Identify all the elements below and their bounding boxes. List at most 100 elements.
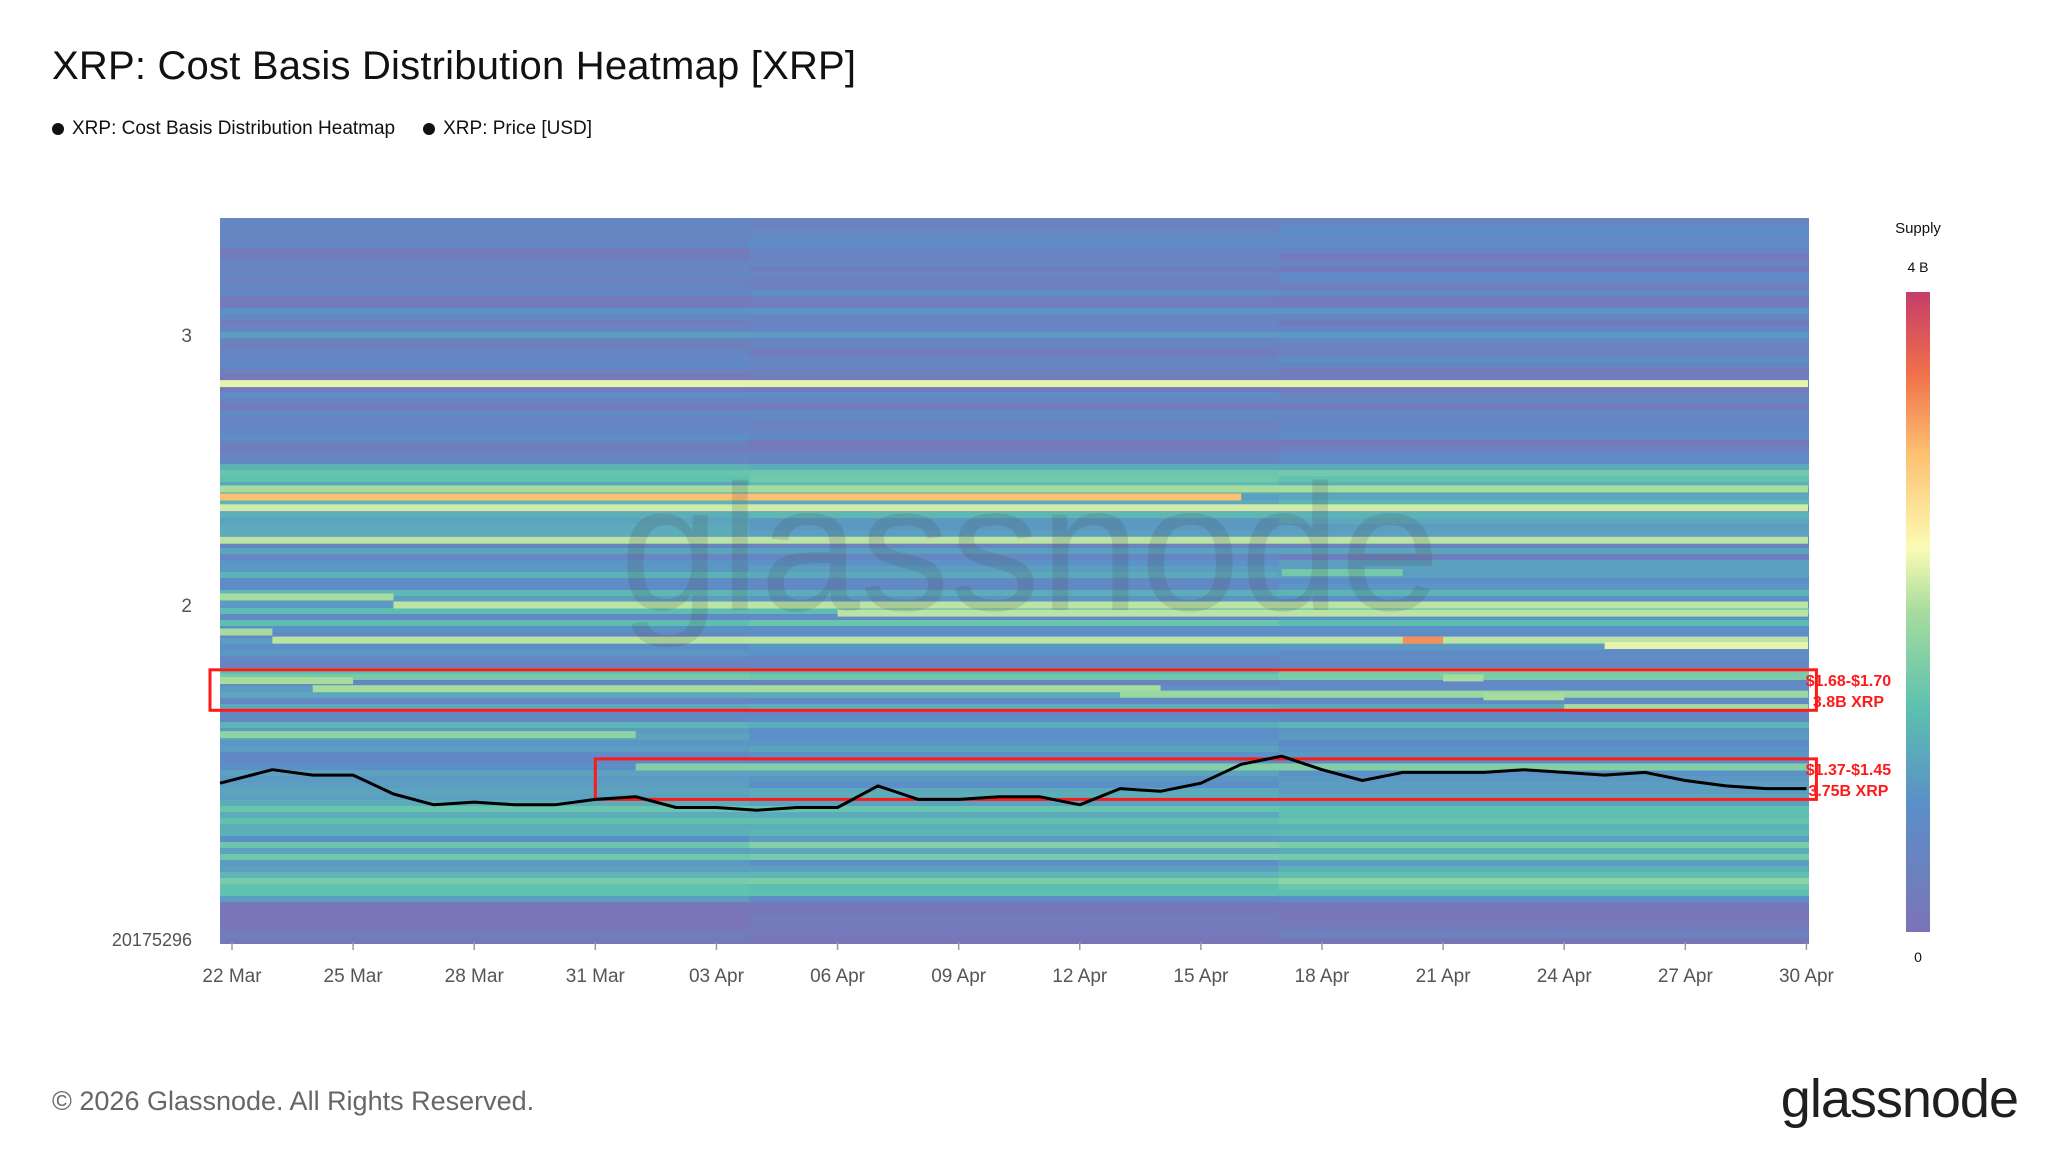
heatmap-cell bbox=[1278, 860, 1809, 866]
heatmap-cell bbox=[1278, 368, 1809, 374]
heatmap-cell bbox=[220, 530, 751, 536]
annotation-box bbox=[593, 757, 1818, 801]
heatmap-cell bbox=[220, 716, 751, 722]
heatmap-cell bbox=[749, 560, 1280, 566]
legend-item-price[interactable]: XRP: Price [USD] bbox=[423, 118, 592, 140]
heatmap-cell bbox=[749, 722, 1280, 728]
heatmap-cell bbox=[220, 572, 751, 578]
heatmap-cell bbox=[220, 314, 751, 320]
heatmap-cell bbox=[220, 920, 751, 926]
legend-item-heatmap[interactable]: XRP: Cost Basis Distribution Heatmap bbox=[52, 118, 395, 140]
x-axis: 22 Mar 25 Mar 28 Mar 31 Mar 03 Apr 06 Apr 09 A… bbox=[202, 942, 1835, 987]
heatmap-cell bbox=[1278, 842, 1809, 848]
heatmap-cell bbox=[749, 584, 1280, 590]
heatmap-cell bbox=[1278, 218, 1809, 224]
heatmap-cell bbox=[220, 554, 751, 560]
heatmap-cell bbox=[220, 368, 751, 374]
heatmap-cell bbox=[1278, 770, 1809, 776]
heatmap-cell bbox=[749, 476, 1280, 482]
heatmap-cell bbox=[749, 626, 1280, 632]
heatmap-cell bbox=[749, 650, 1280, 656]
heatmap-band bbox=[1402, 636, 1444, 644]
heatmap-cell bbox=[1278, 266, 1809, 272]
heatmap-cell bbox=[220, 230, 751, 236]
heatmap-cell bbox=[749, 680, 1280, 686]
heatmap-cell bbox=[220, 728, 751, 734]
heatmap-cell bbox=[1278, 584, 1809, 590]
heatmap-cell bbox=[220, 356, 751, 362]
heatmap-cell bbox=[1278, 410, 1809, 416]
heatmap-cell bbox=[749, 884, 1280, 890]
heatmap-cell bbox=[749, 914, 1280, 920]
y-tick-label: 2 bbox=[181, 596, 192, 617]
heatmap-cell bbox=[749, 482, 1280, 488]
heatmap-cell bbox=[1278, 350, 1809, 356]
heatmap-cell bbox=[1278, 596, 1809, 602]
heatmap-cell bbox=[220, 338, 751, 344]
heatmap-cell bbox=[1278, 302, 1809, 308]
heatmap-cell bbox=[220, 470, 751, 476]
heatmap-cell bbox=[220, 824, 751, 830]
heatmap-cell bbox=[749, 908, 1280, 914]
heatmap-band bbox=[1281, 569, 1403, 577]
glassnode-logo[interactable]: glassnode bbox=[1780, 1069, 2019, 1129]
heatmap-cell bbox=[1278, 674, 1809, 680]
heatmap-cell bbox=[749, 572, 1280, 578]
legend-label-price: XRP: Price [USD] bbox=[443, 118, 592, 139]
colorbar-gradient bbox=[1906, 292, 1930, 932]
heatmap-cell bbox=[1278, 920, 1809, 926]
heatmap-cell bbox=[1278, 650, 1809, 656]
heatmap-cell bbox=[1278, 938, 1809, 944]
heatmap-cell bbox=[220, 422, 751, 428]
heatmap-cell bbox=[1278, 404, 1809, 410]
heatmap-cell bbox=[749, 614, 1280, 620]
heatmap-cell bbox=[220, 632, 751, 638]
colorbar: Supply 4 B 0 bbox=[1895, 220, 1941, 965]
heatmap-cell bbox=[749, 782, 1280, 788]
heatmap-cell bbox=[1278, 332, 1809, 338]
heatmap-cell bbox=[220, 782, 751, 788]
heatmap-cell bbox=[1278, 446, 1809, 452]
heatmap-cell bbox=[1278, 776, 1809, 782]
heatmap-band bbox=[220, 380, 1808, 388]
heatmap-cell bbox=[749, 524, 1280, 530]
heatmap-band bbox=[220, 493, 1242, 501]
heatmap-cell bbox=[749, 590, 1280, 596]
heatmap-cell bbox=[749, 566, 1280, 572]
heatmap-cell bbox=[220, 662, 751, 668]
heatmap-cell bbox=[749, 632, 1280, 638]
heatmap-band bbox=[220, 731, 636, 739]
heatmap-cell bbox=[220, 788, 751, 794]
heatmap-cell bbox=[749, 830, 1280, 836]
heatmap-cell bbox=[1278, 554, 1809, 560]
heatmap-cell bbox=[1278, 644, 1809, 650]
heatmap-cell bbox=[220, 374, 751, 380]
heatmap-cell bbox=[220, 440, 751, 446]
heatmap-cell bbox=[749, 542, 1280, 548]
heatmap-cell bbox=[220, 890, 751, 896]
heatmap-band bbox=[1564, 704, 1808, 712]
x-tick-label: 28 Mar bbox=[445, 966, 505, 987]
heatmap-band bbox=[837, 609, 1808, 617]
heatmap-cell bbox=[220, 626, 751, 632]
legend-dot-icon bbox=[52, 123, 64, 135]
heatmap-cell bbox=[220, 896, 751, 902]
heatmap-band bbox=[220, 593, 394, 601]
heatmap-cell bbox=[220, 914, 751, 920]
heatmap-cell bbox=[749, 296, 1280, 302]
price-line bbox=[219, 754, 1807, 812]
x-tick-label: 24 Apr bbox=[1537, 966, 1593, 987]
heatmap-cell bbox=[220, 878, 751, 884]
heatmap-cell bbox=[1278, 932, 1809, 938]
heatmap-cell bbox=[220, 590, 751, 596]
heatmap-cell bbox=[220, 284, 751, 290]
heatmap-cell bbox=[749, 698, 1280, 704]
heatmap-cell bbox=[1278, 548, 1809, 554]
heatmap-cell bbox=[1278, 722, 1809, 728]
heatmap-cell bbox=[749, 824, 1280, 830]
heatmap-cell bbox=[749, 428, 1280, 434]
heatmap-cell bbox=[1278, 818, 1809, 824]
heatmap-cell bbox=[1278, 836, 1809, 842]
heatmap-cell bbox=[220, 518, 751, 524]
heatmap-cell bbox=[749, 854, 1280, 860]
